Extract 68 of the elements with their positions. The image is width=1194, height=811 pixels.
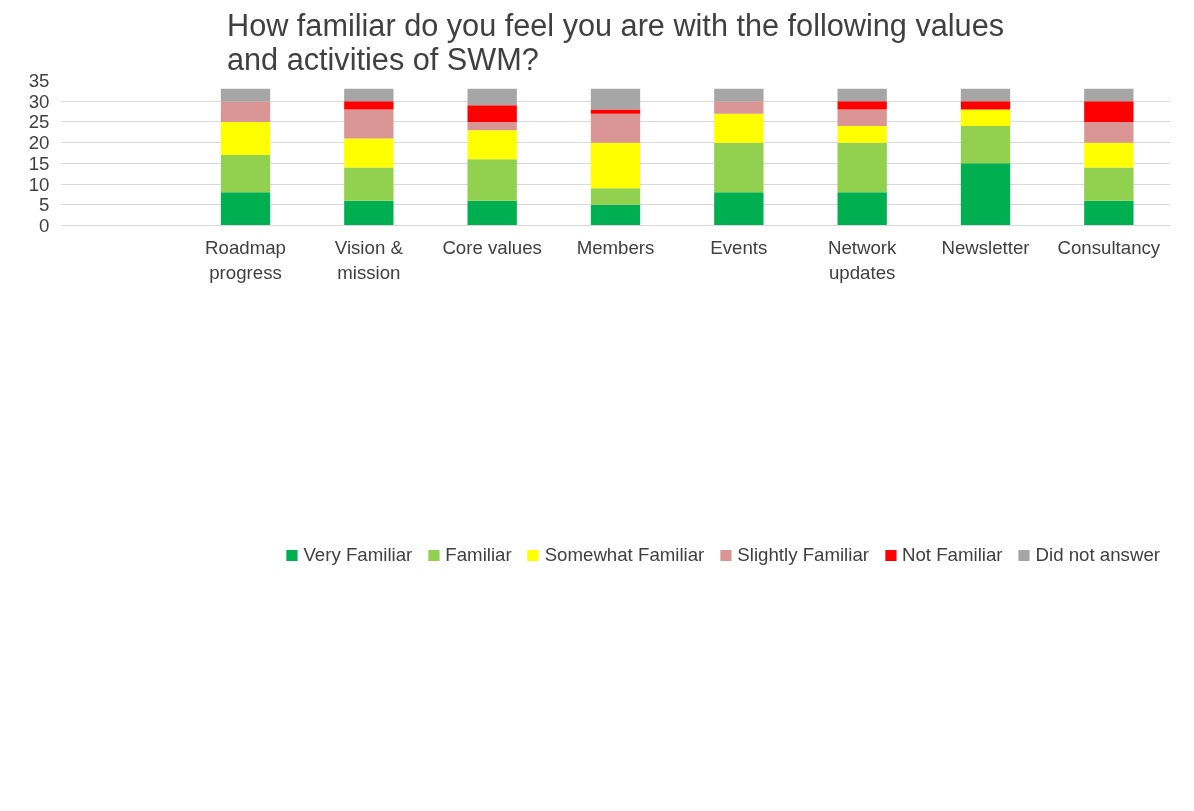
y-tick-label: 25 <box>28 111 50 133</box>
bar <box>714 142 764 193</box>
bar <box>1084 121 1134 143</box>
bar <box>344 200 394 226</box>
legend-label: Did not answer <box>1035 544 1160 566</box>
bar <box>467 105 517 122</box>
bar <box>960 126 1011 164</box>
bar <box>344 138 394 168</box>
bar <box>714 113 764 143</box>
bar <box>220 155 271 193</box>
bar <box>467 88 517 106</box>
y-tick-label: 20 <box>28 132 50 154</box>
x-tick-label: Newsletter <box>941 236 1030 258</box>
y-tick-label: 35 <box>28 70 50 91</box>
x-tick-label: Core values <box>442 236 542 258</box>
bar <box>1084 167 1134 201</box>
bar <box>220 101 271 122</box>
x-tick-label: Roadmap progress <box>205 236 286 283</box>
bar <box>960 101 1011 110</box>
bar <box>714 192 764 226</box>
bar <box>1084 200 1134 226</box>
bar <box>467 159 517 201</box>
x-tick-label: Members <box>576 236 655 258</box>
legend-label: Slightly Familiar <box>737 544 869 566</box>
bar <box>714 101 764 114</box>
bar <box>344 167 394 201</box>
bar <box>590 113 641 143</box>
bar <box>220 192 271 226</box>
bar <box>590 142 641 189</box>
bar <box>467 200 517 226</box>
x-tick-label: Consultancy <box>1057 236 1161 258</box>
bar <box>1084 142 1134 168</box>
bar <box>1084 88 1134 102</box>
bar <box>344 109 394 139</box>
legend-label: Very Familiar <box>303 544 413 566</box>
bar <box>467 121 517 131</box>
bar <box>837 109 887 127</box>
bar <box>960 163 1011 226</box>
bar <box>714 88 764 102</box>
bar <box>220 121 271 156</box>
bar <box>837 192 887 226</box>
legend-label: Familiar <box>445 544 512 566</box>
y-tick-label: 0 <box>39 215 50 236</box>
bar <box>590 188 641 205</box>
x-tick-label: Network updates <box>827 236 898 283</box>
legend-label: Somewhat Familiar <box>544 544 705 566</box>
bar <box>344 101 394 110</box>
bar <box>960 109 1011 127</box>
y-tick-label: 15 <box>28 152 50 174</box>
bar <box>220 88 271 102</box>
bar <box>837 88 887 102</box>
y-tick-label: 30 <box>28 90 50 112</box>
x-tick-label: Vision & mission <box>334 236 404 283</box>
legend-label: Not Familiar <box>902 544 1003 566</box>
bar <box>837 126 887 143</box>
bar <box>1084 101 1134 122</box>
bar <box>837 142 887 193</box>
bar <box>590 88 641 110</box>
bar <box>837 101 887 110</box>
y-tick-label: 5 <box>39 194 50 216</box>
bar <box>960 88 1011 102</box>
bar <box>590 109 641 114</box>
y-tick-label: 10 <box>28 173 50 195</box>
bar <box>590 204 641 226</box>
bar <box>467 130 517 160</box>
chart-title: How familiar do you feel you are with the following values and activities of SWM? <box>226 7 1005 76</box>
bar <box>344 88 394 102</box>
x-tick-label: Events <box>710 236 768 258</box>
